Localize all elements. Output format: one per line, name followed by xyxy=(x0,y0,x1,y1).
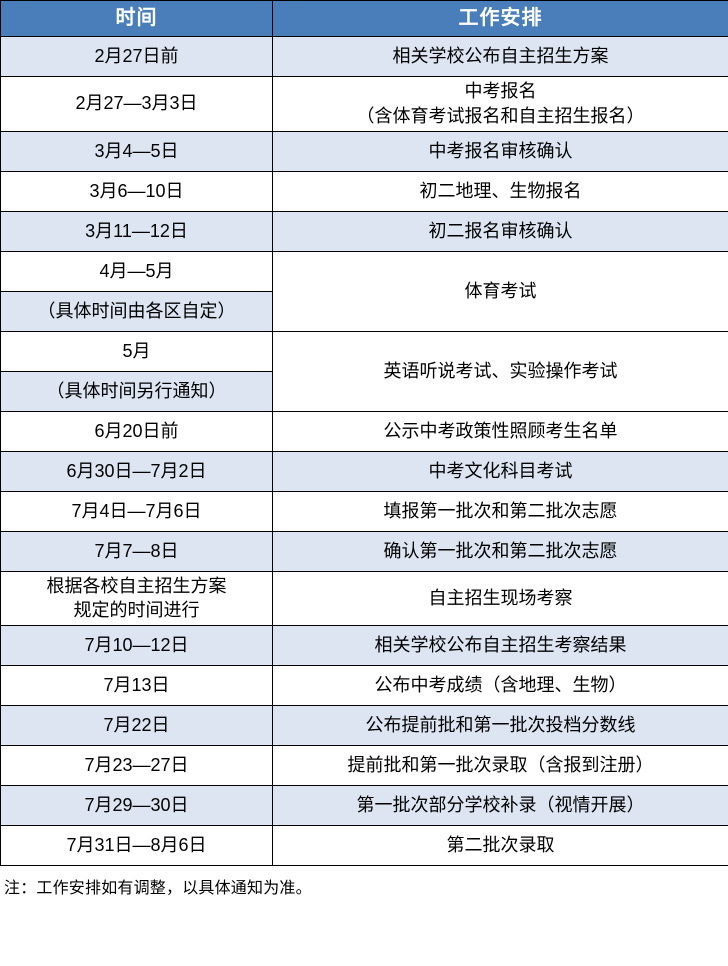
time-cell: 2月27日前 xyxy=(0,36,273,77)
time-cell: 7月4日—7月6日 xyxy=(0,490,273,532)
table-row: 5月 英语听说考试、实验操作考试 xyxy=(0,330,728,412)
task-cell: 填报第一批次和第二批次志愿 xyxy=(272,490,728,532)
time-cell: 3月11—12日 xyxy=(0,210,273,252)
time-cell-note: （具体时间另行通知） xyxy=(0,370,273,412)
table-row: （具体时间由各区自定） xyxy=(0,290,728,332)
table-row: 7月29—30日 第一批次部分学校补录（视情开展） xyxy=(0,785,728,827)
table-row: 3月11—12日 初二报名审核确认 xyxy=(0,210,728,252)
time-cell: 4月—5月 xyxy=(0,250,273,292)
time-line-1: 根据各校自主招生方案 xyxy=(46,575,227,596)
time-cell: 3月6—10日 xyxy=(0,170,273,212)
time-cell: 6月20日前 xyxy=(0,410,273,452)
table-row: 7月13日 公布中考成绩（含地理、生物） xyxy=(0,665,728,707)
table-row: 7月31日—8月6日 第二批次录取 xyxy=(0,825,728,867)
table-row: 7月22日 公布提前批和第一批次投档分数线 xyxy=(0,705,728,747)
exam-schedule-table: 时间 工作安排 2月27日前 相关学校公布自主招生方案 2月27—3月3日 中考… xyxy=(0,0,728,867)
table-row: 7月4日—7月6日 填报第一批次和第二批次志愿 xyxy=(0,490,728,532)
table-row: 3月6—10日 初二地理、生物报名 xyxy=(0,170,728,212)
task-cell: 第一批次部分学校补录（视情开展） xyxy=(272,785,728,827)
task-cell: 相关学校公布自主招生考察结果 xyxy=(272,625,728,667)
task-cell: 初二报名审核确认 xyxy=(272,210,728,252)
time-line-2: 规定的时间进行 xyxy=(73,600,200,621)
task-cell: 初二地理、生物报名 xyxy=(272,170,728,212)
table-body: 2月27日前 相关学校公布自主招生方案 2月27—3月3日 中考报名 （含体育考… xyxy=(0,36,728,867)
time-cell: 7月29—30日 xyxy=(0,785,273,827)
table-header-row: 时间 工作安排 xyxy=(0,0,728,37)
table-row: 2月27日前 相关学校公布自主招生方案 xyxy=(0,36,728,77)
time-cell: 7月13日 xyxy=(0,665,273,707)
task-cell: 中考报名审核确认 xyxy=(272,130,728,172)
task-cell: 公示中考政策性照顾考生名单 xyxy=(272,410,728,452)
time-cell: 3月4—5日 xyxy=(0,130,273,172)
table-row: 7月7—8日 确认第一批次和第二批次志愿 xyxy=(0,530,728,572)
task-cell: 第二批次录取 xyxy=(272,825,728,867)
task-line-2: （含体育考试报名和自主招生报名） xyxy=(356,105,645,126)
task-cell: 中考报名 （含体育考试报名和自主招生报名） xyxy=(272,76,728,132)
time-cell: 5月 xyxy=(0,330,273,372)
time-cell: 根据各校自主招生方案 规定的时间进行 xyxy=(0,570,273,627)
time-cell: 7月7—8日 xyxy=(0,530,273,572)
table-row: 6月30日—7月2日 中考文化科目考试 xyxy=(0,450,728,492)
task-cell: 公布中考成绩（含地理、生物） xyxy=(272,665,728,707)
table-row: 2月27—3月3日 中考报名 （含体育考试报名和自主招生报名） xyxy=(0,76,728,132)
column-header-time: 时间 xyxy=(0,0,273,37)
task-cell: 确认第一批次和第二批次志愿 xyxy=(272,530,728,572)
time-cell: 7月10—12日 xyxy=(0,625,273,667)
table-row: 4月—5月 体育考试 xyxy=(0,250,728,332)
time-cell: 7月23—27日 xyxy=(0,745,273,787)
time-cell: 7月31日—8月6日 xyxy=(0,825,273,867)
column-header-task: 工作安排 xyxy=(272,0,728,37)
table-row: 6月20日前 公示中考政策性照顾考生名单 xyxy=(0,410,728,452)
task-cell: 英语听说考试、实验操作考试 xyxy=(272,330,728,412)
task-cell: 相关学校公布自主招生方案 xyxy=(272,36,728,77)
table-row: 7月23—27日 提前批和第一批次录取（含报到注册） xyxy=(0,745,728,787)
task-cell: 提前批和第一批次录取（含报到注册） xyxy=(272,745,728,787)
task-cell: 自主招生现场考察 xyxy=(272,570,728,627)
table-row: （具体时间另行通知） xyxy=(0,370,728,412)
time-cell: 6月30日—7月2日 xyxy=(0,450,273,492)
table-header: 时间 工作安排 xyxy=(0,0,728,37)
table-row: 根据各校自主招生方案 规定的时间进行 自主招生现场考察 xyxy=(0,570,728,627)
task-cell: 体育考试 xyxy=(272,250,728,332)
time-cell-note: （具体时间由各区自定） xyxy=(0,290,273,332)
task-cell: 中考文化科目考试 xyxy=(272,450,728,492)
time-cell: 7月22日 xyxy=(0,705,273,747)
table-footnote: 注：工作安排如有调整，以具体通知为准。 xyxy=(4,880,312,898)
time-cell: 2月27—3月3日 xyxy=(0,76,273,132)
task-line-1: 中考报名 xyxy=(464,81,537,101)
table-row: 3月4—5日 中考报名审核确认 xyxy=(0,130,728,172)
task-cell: 公布提前批和第一批次投档分数线 xyxy=(272,705,728,747)
table-row: 7月10—12日 相关学校公布自主招生考察结果 xyxy=(0,625,728,667)
